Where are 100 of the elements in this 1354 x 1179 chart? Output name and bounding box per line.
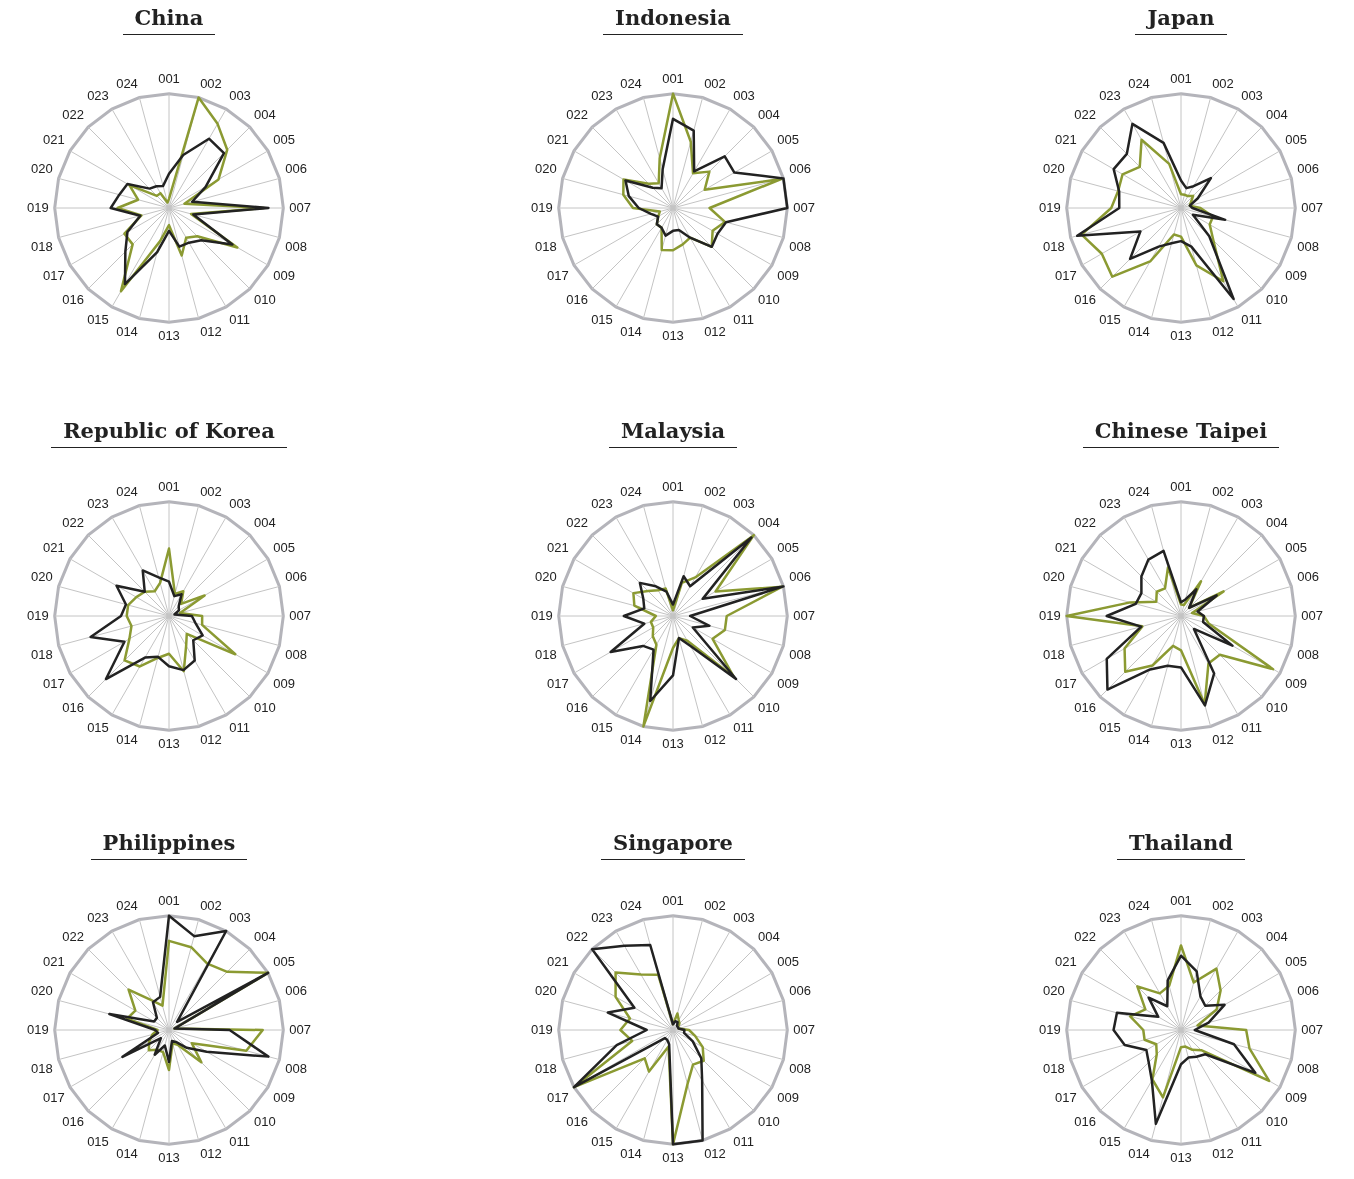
spoke-label: 019 [1038,1021,1061,1037]
spoke-label: 020 [535,568,557,584]
spoke-label: 010 [254,700,276,716]
spoke-label: 009 [273,267,295,283]
spoke-label: 023 [1099,87,1121,103]
spoke-label: 024 [1128,483,1150,499]
spoke-label: 019 [26,607,49,623]
spoke-label: 004 [254,106,276,122]
spoke-label: 018 [1043,1060,1065,1076]
spoke-label: 001 [662,893,684,909]
spoke-label: 005 [1285,131,1307,147]
spoke-label: 020 [1043,568,1065,584]
spoke-label: 014 [116,731,138,747]
spoke-label: 020 [31,982,53,998]
spoke-label: 007 [289,199,312,215]
spoke-label: 009 [1285,1089,1307,1105]
spoke-label: 022 [566,928,588,944]
spoke-label: 022 [1074,928,1096,944]
spoke-label: 016 [62,1114,84,1130]
spoke-label: 020 [1043,982,1065,998]
spoke-label: 003 [1241,87,1263,103]
spoke-label: 021 [43,953,65,969]
spoke-label: 019 [530,607,553,623]
spoke-label: 004 [254,928,276,944]
spoke-label: 006 [789,568,811,584]
spoke-label: 004 [254,514,276,530]
spoke-label: 009 [273,1089,295,1105]
spoke-label: 018 [535,1060,557,1076]
spoke-label: 001 [1170,71,1192,87]
spoke-label: 011 [1241,311,1262,327]
spoke-label: 016 [566,700,588,716]
spoke-label: 014 [620,731,642,747]
spoke-label: 004 [1266,106,1288,122]
chart-title: Philippines [90,825,248,860]
spoke-label: 022 [62,106,84,122]
spoke-label: 017 [43,675,65,691]
spoke-label: 003 [229,87,251,103]
spoke-label: 010 [758,1114,780,1130]
spoke-label: 017 [1055,1089,1077,1105]
spoke-label: 021 [547,539,569,555]
spoke-label: 012 [704,1145,726,1161]
spoke-label: 020 [535,982,557,998]
spoke-label: 022 [566,106,588,122]
spoke-label: 008 [285,1060,307,1076]
spoke-label: 014 [116,1145,138,1161]
spoke-label: 022 [62,514,84,530]
spoke-label: 013 [1170,327,1192,343]
spoke-label: 010 [254,1114,276,1130]
spoke-label: 002 [200,483,222,499]
spoke-label: 018 [535,238,557,254]
spoke-label: 005 [273,953,295,969]
spoke-label: 021 [43,131,65,147]
spoke-label: 019 [530,1021,553,1037]
spoke-label: 001 [662,479,684,495]
chart-title: Singapore [601,825,745,860]
spoke-label: 006 [789,982,811,998]
spoke-label: 002 [704,75,726,91]
spoke-label: 019 [530,199,553,215]
spoke-label: 008 [1297,238,1319,254]
spoke-label: 010 [758,292,780,308]
spoke-label: 017 [43,1089,65,1105]
spoke-label: 013 [1170,735,1192,751]
spoke-label: 021 [547,953,569,969]
spoke-label: 013 [158,1149,180,1165]
spoke-label: 012 [1212,323,1234,339]
spoke-label: 017 [547,267,569,283]
spoke-label: 021 [1055,539,1077,555]
spoke-label: 019 [26,1021,49,1037]
spoke-label: 015 [591,719,613,735]
spoke-label: 007 [289,1021,312,1037]
spoke-label: 003 [733,87,755,103]
spoke-label: 014 [620,323,642,339]
spoke-label: 017 [1055,675,1077,691]
spoke-label: 024 [116,897,138,913]
spoke-label: 024 [1128,897,1150,913]
spoke-label: 019 [1038,199,1061,215]
spoke-label: 015 [591,1133,613,1149]
spoke-label: 008 [789,646,811,662]
spoke-label: 011 [733,1133,754,1149]
spoke-label: 007 [793,199,816,215]
spoke-label: 012 [704,323,726,339]
spoke-label: 017 [547,675,569,691]
spoke-label: 002 [704,483,726,499]
spoke-label: 016 [566,1114,588,1130]
spoke-label: 015 [87,311,109,327]
spoke-label: 024 [620,897,642,913]
spoke-label: 018 [1043,238,1065,254]
spoke-label: 013 [662,1149,684,1165]
spoke-label: 011 [229,1133,250,1149]
spoke-label: 004 [758,106,780,122]
spoke-label: 012 [200,323,222,339]
spoke-label: 007 [1301,199,1324,215]
spoke-label: 023 [591,909,613,925]
spoke-label: 003 [733,909,755,925]
spoke-label: 010 [758,700,780,716]
spoke-label: 010 [1266,700,1288,716]
spoke-label: 001 [1170,893,1192,909]
spoke-label: 010 [1266,1114,1288,1130]
spoke-label: 016 [1074,700,1096,716]
spoke-label: 022 [566,514,588,530]
